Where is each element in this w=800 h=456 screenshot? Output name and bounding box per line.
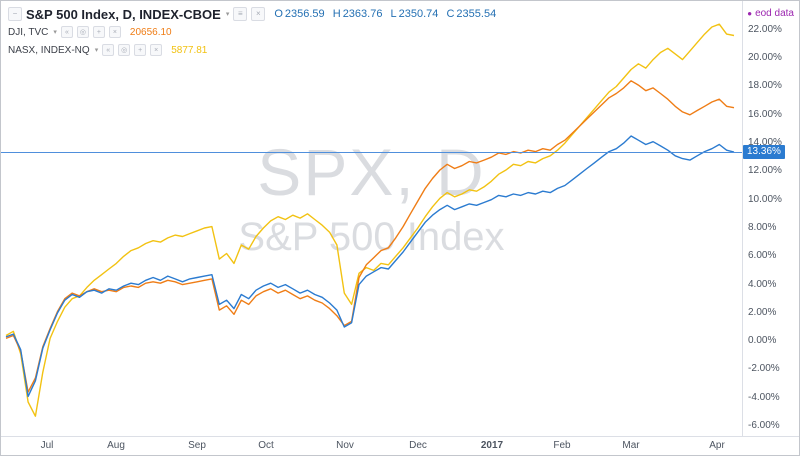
main-series-row[interactable]: − S&P 500 Index, D, INDEX-CBOE ▾ ≡ × O 23… — [8, 6, 496, 22]
y-axis-label: 0.00% — [748, 335, 777, 346]
nasx-series-name[interactable]: NASX, INDEX-NQ — [8, 44, 90, 56]
y-axis-label: -4.00% — [748, 392, 780, 403]
chevron-down-icon[interactable]: ▾ — [53, 29, 57, 36]
y-axis-label: 14.00% — [748, 137, 782, 148]
series-prev-icon[interactable]: « — [102, 44, 115, 56]
x-axis-label: Apr — [709, 440, 725, 451]
series-close-icon[interactable]: × — [108, 26, 121, 38]
nasx-series-value: 5877.81 — [171, 44, 208, 56]
chevron-down-icon[interactable]: ▾ — [94, 47, 99, 54]
y-axis-label: 10.00% — [748, 194, 782, 205]
open-value: 2356.59 — [284, 8, 325, 20]
collapse-legend-button[interactable]: − — [8, 7, 22, 21]
series-line-DJI — [5, 80, 735, 393]
plot-svg — [5, 23, 735, 417]
series-line-SPX — [5, 135, 735, 398]
chevron-down-icon[interactable]: ▾ — [225, 11, 230, 18]
y-axis-label: -6.00% — [748, 420, 780, 431]
y-axis-label: 8.00% — [748, 222, 777, 233]
dot-icon: ● — [747, 8, 753, 18]
x-axis-label: Jul — [40, 440, 54, 451]
chart-plot-area[interactable]: SPX, D S&P 500 Index − S&P 500 Index, D,… — [1, 1, 742, 436]
series-style-icon[interactable]: ◎ — [76, 26, 89, 38]
price-label-badge: 13.36% — [743, 145, 785, 159]
x-axis-label: Sep — [188, 440, 206, 451]
series-line-NASX — [5, 23, 735, 417]
x-axis-label: Oct — [258, 440, 274, 451]
compare-series-row-nasx[interactable]: NASX, INDEX-NQ ▾ « ◎ + × 5877.81 — [8, 42, 496, 58]
y-axis-label: -2.00% — [748, 363, 780, 374]
x-axis-label: Nov — [336, 440, 354, 451]
low-label: L — [390, 8, 397, 20]
ohlc-values: O 2356.59 H 2363.76 L 2350.74 C 2355.54 — [274, 8, 496, 20]
y-axis-label: 2.00% — [748, 307, 777, 318]
close-label: C — [446, 8, 455, 20]
series-menu-icon[interactable]: ≡ — [233, 7, 248, 21]
price-axis[interactable]: 13.36% 22.00% 20.00% 18.00% 16.00% 14.00% 12.… — [742, 1, 799, 436]
dji-series-name[interactable]: DJI, TVC — [8, 26, 49, 38]
y-axis-label: 22.00% — [748, 24, 782, 35]
high-value: 2363.76 — [342, 8, 383, 20]
y-axis-label: 16.00% — [748, 109, 782, 120]
low-value: 2350.74 — [398, 8, 439, 20]
y-axis-label: 6.00% — [748, 250, 777, 261]
main-series-title[interactable]: S&P 500 Index, D, INDEX-CBOE — [26, 6, 221, 22]
x-axis-label: 2017 — [480, 440, 504, 451]
high-label: H — [332, 8, 341, 20]
eod-data-badge[interactable]: ● eod data — [747, 8, 794, 19]
series-style-icon[interactable]: ◎ — [118, 44, 131, 56]
open-label: O — [274, 8, 283, 20]
y-axis-label: 20.00% — [748, 52, 782, 63]
compare-series-row-dji[interactable]: DJI, TVC ▾ « ◎ + × 20656.10 — [8, 24, 496, 40]
close-value: 2355.54 — [456, 8, 497, 20]
series-close-icon[interactable]: × — [251, 7, 266, 21]
price-line[interactable] — [1, 152, 742, 153]
legend: − S&P 500 Index, D, INDEX-CBOE ▾ ≡ × O 23… — [8, 6, 496, 60]
dji-series-value: 20656.10 — [129, 26, 172, 38]
series-prev-icon[interactable]: « — [60, 26, 73, 38]
time-axis[interactable]: Jul Aug Sep Oct Nov Dec 2017 Feb Mar Apr — [1, 436, 799, 455]
y-axis-label: 18.00% — [748, 80, 782, 91]
x-axis-label: Dec — [409, 440, 427, 451]
y-axis-label: 4.00% — [748, 279, 777, 290]
series-add-icon[interactable]: + — [134, 44, 147, 56]
y-axis-label: 12.00% — [748, 165, 782, 176]
x-axis-label: Feb — [553, 440, 571, 451]
x-axis-label: Mar — [622, 440, 640, 451]
series-close-icon[interactable]: × — [150, 44, 163, 56]
eod-data-label: eod data — [755, 8, 794, 19]
x-axis-label: Aug — [107, 440, 125, 451]
series-add-icon[interactable]: + — [92, 26, 105, 38]
